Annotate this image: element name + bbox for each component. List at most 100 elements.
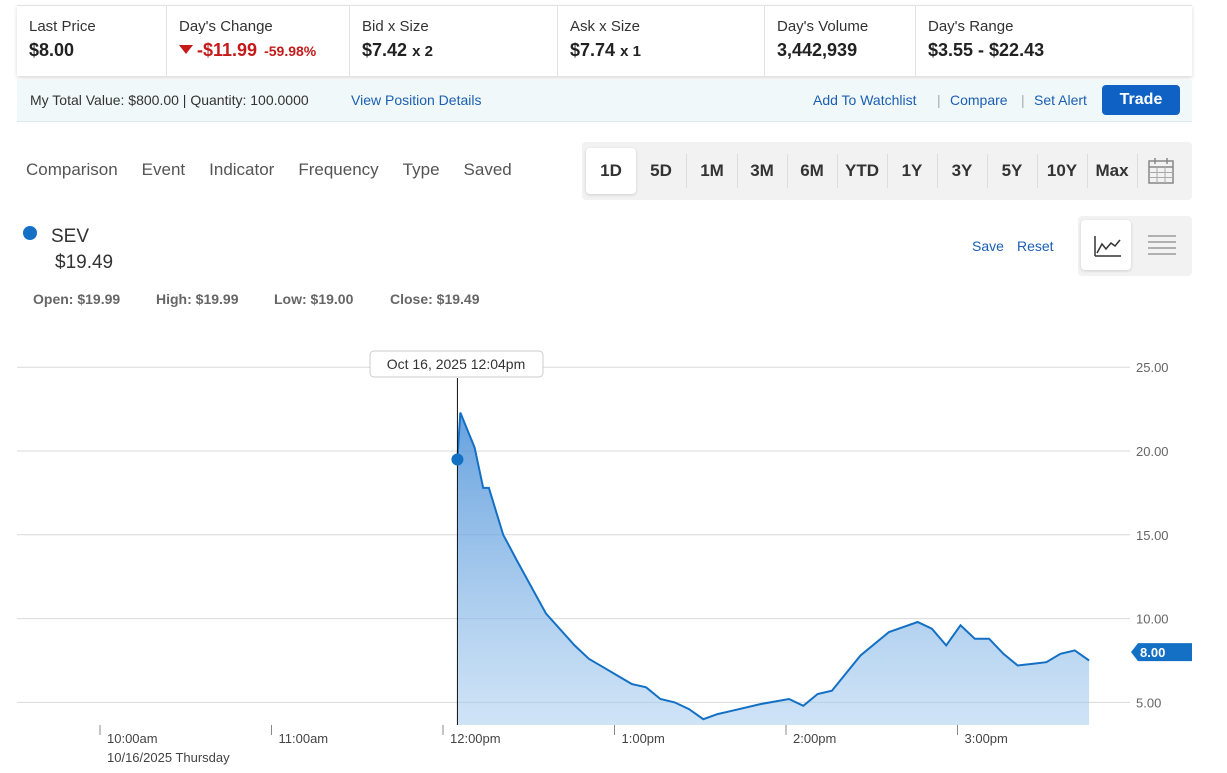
- x-tick-label: 11:00am: [279, 731, 329, 746]
- data-point: [1060, 653, 1062, 655]
- crosshair-dot: [451, 453, 464, 466]
- range-5y[interactable]: 5Y: [1001, 161, 1023, 180]
- data-point: [931, 628, 933, 630]
- range-10y[interactable]: 10Y: [1046, 161, 1078, 180]
- menu-saved[interactable]: Saved: [463, 160, 512, 179]
- data-point: [817, 693, 819, 695]
- chart-tool-menu: Comparison Event Indicator Frequency Typ…: [26, 160, 536, 180]
- data-point: [717, 713, 719, 715]
- divider: [737, 154, 738, 188]
- trade-button[interactable]: Trade: [1102, 85, 1180, 115]
- divider: [1037, 154, 1038, 188]
- range-6m[interactable]: 6M: [800, 161, 824, 180]
- data-point: [516, 561, 518, 563]
- set-alert-link[interactable]: Set Alert: [1034, 92, 1087, 108]
- bid-label: Bid x Size: [362, 18, 429, 35]
- view-position-details-link[interactable]: View Position Details: [351, 92, 482, 108]
- list-icon: [1148, 235, 1176, 255]
- x-tick-label: 2:00pm: [793, 731, 836, 746]
- data-point: [659, 698, 661, 700]
- data-point: [859, 654, 861, 656]
- y-tick-label: 10.00: [1136, 612, 1169, 627]
- last-value-tag: [1131, 643, 1192, 662]
- data-point: [988, 638, 990, 640]
- ask-size: x 1: [620, 43, 641, 60]
- data-point: [1017, 665, 1019, 667]
- menu-comparison[interactable]: Comparison: [26, 160, 118, 179]
- data-point: [945, 644, 947, 646]
- divider: [887, 154, 888, 188]
- crosshair-tooltip-text: Oct 16, 2025 12:04pm: [387, 356, 526, 372]
- x-tick-label: 3:00pm: [965, 731, 1008, 746]
- menu-type[interactable]: Type: [402, 160, 440, 179]
- open-value: Open: $19.99: [33, 291, 121, 307]
- compare-link[interactable]: Compare: [950, 92, 1008, 108]
- reset-chart-link[interactable]: Reset: [1017, 238, 1054, 254]
- range-max[interactable]: Max: [1095, 161, 1129, 180]
- range-5d[interactable]: 5D: [650, 161, 672, 180]
- last-price-cell: Last Price $8.00: [17, 6, 167, 76]
- days-range-label: Day's Range: [928, 18, 1014, 35]
- add-to-watchlist-link[interactable]: Add To Watchlist: [813, 92, 917, 108]
- volume-value: 3,442,939: [777, 40, 858, 60]
- data-point: [831, 690, 833, 692]
- symbol-price: $19.49: [55, 252, 114, 273]
- bid-price: $7.42: [362, 40, 408, 60]
- divider: [1087, 154, 1088, 188]
- data-point: [802, 705, 804, 707]
- data-point: [731, 710, 733, 712]
- data-point: [574, 644, 576, 646]
- ask-price: $7.74: [570, 40, 616, 60]
- menu-event[interactable]: Event: [141, 160, 186, 179]
- calendar-icon[interactable]: [1147, 157, 1175, 185]
- low-value: Low: $19.00: [274, 291, 354, 307]
- data-point: [1031, 663, 1033, 665]
- bid-cell: Bid x Size $7.42 x 2: [350, 6, 558, 76]
- range-1m[interactable]: 1M: [700, 161, 724, 180]
- range-ytd[interactable]: YTD: [845, 161, 879, 180]
- line-chart-view-button[interactable]: [1081, 220, 1131, 270]
- separator: |: [1021, 92, 1025, 108]
- days-change-value-wrap: -$11.99 -59.98%: [179, 40, 337, 61]
- bid-size: x 2: [412, 43, 433, 60]
- ask-value-wrap: $7.74 x 1: [570, 40, 752, 61]
- volume-label: Day's Volume: [777, 18, 869, 35]
- data-point: [459, 411, 461, 413]
- data-point: [1002, 653, 1004, 655]
- last-price-label: Last Price: [29, 18, 96, 35]
- list-view-button[interactable]: [1142, 226, 1182, 266]
- divider: [837, 154, 838, 188]
- save-chart-link[interactable]: Save: [972, 238, 1004, 254]
- menu-frequency[interactable]: Frequency: [298, 160, 379, 179]
- data-point: [759, 703, 761, 705]
- range-3m[interactable]: 3M: [750, 161, 774, 180]
- price-area: [457, 412, 1090, 725]
- data-point: [502, 534, 504, 536]
- data-point: [1088, 660, 1090, 662]
- volume-cell: Day's Volume 3,442,939: [765, 6, 916, 76]
- range-1y[interactable]: 1Y: [901, 161, 923, 180]
- range-1d[interactable]: 1D: [586, 148, 636, 194]
- menu-indicator[interactable]: Indicator: [209, 160, 275, 179]
- data-point: [482, 487, 484, 489]
- line-chart-icon: [1094, 236, 1121, 257]
- time-range-selector: 1D 5D 1M 3M 6M YTD 1Y 3Y 5Y 10Y Max: [582, 142, 1192, 200]
- data-point: [917, 621, 919, 623]
- data-point: [602, 666, 604, 668]
- position-bar: My Total Value: $800.00 | Quantity: 100.…: [17, 80, 1192, 122]
- chart-view-toggle: [1078, 216, 1192, 276]
- data-point: [888, 631, 890, 633]
- range-3y[interactable]: 3Y: [951, 161, 973, 180]
- close-value: Close: $19.49: [390, 291, 480, 307]
- last-price-value: $8.00: [29, 40, 75, 60]
- days-change-cell: Day's Change -$11.99 -59.98%: [167, 6, 350, 76]
- y-tick-label: 5.00: [1136, 695, 1161, 710]
- data-point: [788, 698, 790, 700]
- price-line: [456, 412, 1090, 721]
- series-color-dot: [23, 226, 37, 240]
- data-point: [545, 613, 547, 615]
- y-tick-label: 15.00: [1136, 528, 1169, 543]
- x-tick-label: 12:00pm: [450, 731, 501, 746]
- days-change-value: -$11.99: [197, 40, 258, 60]
- crosshair-tooltip-box: [369, 350, 544, 378]
